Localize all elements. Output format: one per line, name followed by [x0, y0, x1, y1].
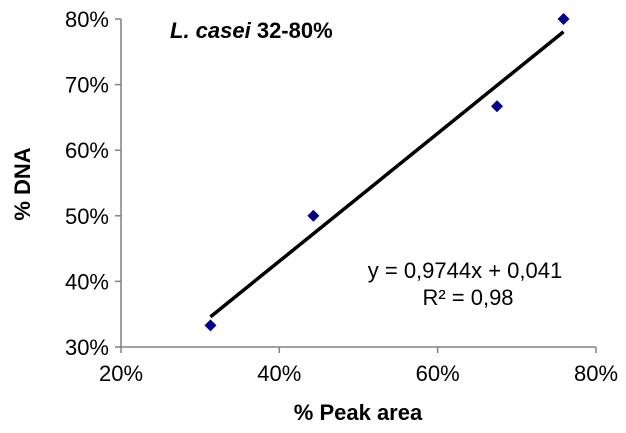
r-squared-label: R² = 0,98 [422, 285, 513, 310]
y-tick-label: 50% [65, 204, 109, 229]
y-tick-label: 60% [65, 138, 109, 163]
chart-annotation: L. casei 32-80% [170, 18, 333, 43]
data-points [204, 13, 570, 332]
y-tick-label: 70% [65, 73, 109, 98]
annotation-range: 32-80% [251, 18, 333, 43]
x-tick-label: 60% [416, 361, 460, 386]
data-point [307, 209, 320, 222]
data-point [204, 319, 217, 332]
data-point [491, 100, 504, 113]
y-tick-label: 40% [65, 269, 109, 294]
x-tick-label: 20% [99, 361, 143, 386]
axis-ticks: 30% 40% 50% 60% 70% 80% 20% 40% 60% 80% [65, 7, 618, 386]
trendline [209, 30, 565, 319]
x-axis-title: % Peak area [294, 400, 423, 425]
y-tick-label: 80% [65, 7, 109, 32]
axes [120, 19, 596, 348]
x-tick-label: 40% [257, 361, 301, 386]
data-point [557, 13, 570, 25]
trendline-equation: y = 0,9744x + 0,041 [368, 258, 563, 283]
y-axis-title: % DNA [10, 147, 35, 220]
y-tick-label: 30% [65, 335, 109, 360]
x-tick-label: 80% [574, 361, 618, 386]
trendline-group [209, 30, 565, 319]
annotation-species: L. casei [170, 18, 252, 43]
